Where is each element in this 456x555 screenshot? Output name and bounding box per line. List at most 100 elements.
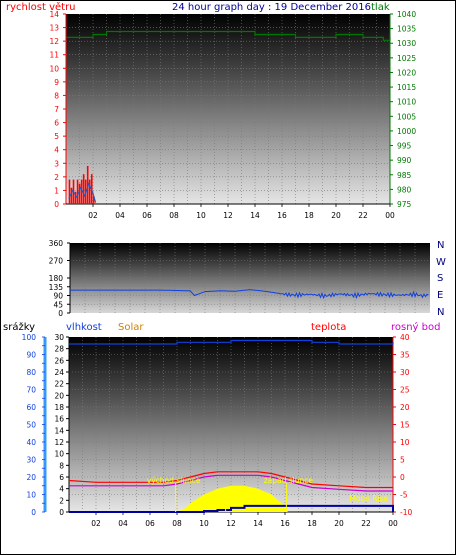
panel1-x-tick-label: 08 [169, 211, 179, 220]
compass-e: E [437, 290, 443, 301]
wind-speed-bar [88, 179, 91, 204]
panel1-left-tick-label: 12 [49, 37, 59, 46]
wind-speed-bar [76, 179, 79, 204]
panel2-left-tick-label: 0 [58, 309, 63, 318]
panel1-left-tick-label: 6 [54, 119, 59, 128]
panel1-left-tick-label: 1 [54, 186, 59, 195]
compass-s: S [437, 273, 443, 284]
panel3-left-tick-label: 40 [26, 438, 36, 447]
humidity-line [69, 339, 394, 345]
panel3-right-tick-label: 25 [400, 386, 410, 395]
sunrise-label: východ slunce [147, 476, 201, 485]
wind-direction-line [70, 289, 429, 300]
legend-solar: Solar [118, 322, 144, 333]
panel1-right-tick-label: 990 [397, 156, 412, 165]
panel2-grid [70, 243, 430, 313]
wind-speed-bar [86, 166, 89, 204]
wind-speed-bar [78, 183, 81, 204]
panel3-x-axis: 02 04 06 08 10 12 14 16 18 20 22 00 [69, 511, 398, 528]
wind-speed-bar [80, 179, 83, 204]
panel3-left-tick-label: 10 [26, 491, 36, 500]
panel1-right-tick-label: 1025 [397, 54, 416, 63]
wind-speed-bar [70, 187, 73, 204]
panel1-x-tick-label: 02 [88, 211, 98, 220]
panel3-grid [69, 337, 393, 512]
panel3-right-tick-label: 30 [400, 368, 410, 377]
legend-pressure: tlak [371, 2, 390, 13]
dewpoint-line [69, 474, 393, 492]
panel1-grid [66, 14, 390, 204]
panel3-x-tick-label: 06 [145, 519, 155, 528]
panel1-left-tick-label: 0 [54, 200, 59, 209]
panel1-right-tick-label: 1020 [397, 68, 416, 77]
panel3-left2-tick-label: 4 [59, 485, 64, 494]
panel1-right-tick-label: 1010 [397, 98, 416, 107]
panel1-right-tick-label: 980 [397, 185, 412, 194]
panel2-left-tick-label: 45 [53, 300, 63, 309]
panel2-left-tick-label: 135 [49, 283, 64, 292]
wind-speed-bar [68, 179, 71, 204]
panel1-left-tick-label: 13 [49, 24, 59, 33]
panel3-left-tick-label: 50 [26, 421, 36, 430]
chart-title: 24 hour graph day : 19 December 2016 [172, 2, 371, 13]
panel3-x-tick-label: 04 [118, 519, 128, 528]
panel2-left-tick-label: 270 [49, 257, 64, 266]
wind-speed-bar [92, 195, 95, 204]
panel3-right-tick-label: 40 [400, 333, 410, 342]
panel1-left-tick-label: 9 [54, 78, 59, 87]
pressure-line [66, 30, 391, 41]
wind-speed-bar [74, 191, 77, 204]
panel1-right-tick-label: 1040 [397, 10, 416, 19]
panel3-x-tick-label: 22 [361, 519, 371, 528]
panel1-left-tick-label: 2 [54, 173, 59, 182]
panel1-right-tick-label: 1015 [397, 83, 416, 92]
wind-average-line [68, 182, 97, 203]
panel2-left-tick-label: 180 [49, 274, 64, 283]
wind-speed-bar [82, 174, 85, 204]
panel3-x-tick-label: 02 [91, 519, 101, 528]
panel1-x-tick-label: 14 [250, 211, 260, 220]
panel1-left-tick-label: 5 [54, 132, 59, 141]
panel3-left2-tick-label: 16 [54, 415, 64, 424]
compass-n-top: N [437, 240, 444, 251]
panel1-right-tick-label: 1035 [397, 25, 416, 34]
legend-humidity: vlhkost [66, 322, 102, 333]
panel3-left2-tick-label: 14 [54, 426, 64, 435]
panel1-x-tick-label: 12 [223, 211, 233, 220]
panel1-x-tick-label: 06 [142, 211, 152, 220]
panel1-left-tick-label: 3 [54, 159, 59, 168]
panel3-right-tick-label: -10 [400, 508, 412, 517]
panel3-left2-tick-label: 10 [54, 450, 64, 459]
panel3-left2-tick-label: 28 [54, 345, 64, 354]
panel1-x-tick-label: 10 [196, 211, 206, 220]
moonset-label: Moon Set [215, 494, 250, 503]
panel3-right-tick-label: 35 [400, 351, 410, 360]
panel3-left2-tick-label: 20 [54, 391, 64, 400]
panel3-right-tick-label: 20 [400, 403, 410, 412]
compass-n-bottom: N [437, 307, 444, 318]
wind-speed-bar [84, 179, 87, 204]
panel3-x-tick-label: 18 [307, 519, 317, 528]
panel3-x-tick-label: 10 [199, 519, 209, 528]
panel3-left2-tick-label: 24 [54, 368, 64, 377]
panel3-right-tick-label: 5 [400, 456, 405, 465]
panel1-x-tick-label: 18 [304, 211, 314, 220]
panel3-right-tick-label: -5 [400, 491, 408, 500]
panel1-right-tick-label: 995 [397, 142, 412, 151]
panel1-x-tick-label: 20 [331, 211, 341, 220]
panel1-left-tick-label: 10 [49, 64, 59, 73]
legend-temperature: teplota [311, 322, 346, 333]
panel3-x-tick-label: 20 [334, 519, 344, 528]
panel2-left-tick-label: 90 [53, 292, 63, 301]
panel3-left-axis: 0 10 20 30 40 50 60 70 80 90 100 [22, 333, 47, 517]
panel3-x-tick-label: 08 [172, 519, 182, 528]
rain-line [69, 504, 394, 513]
panel3-left-tick-label: 30 [26, 456, 36, 465]
panel3-right-tick-label: 0 [400, 473, 405, 482]
moonrise-label: Moon Rise [349, 494, 388, 503]
panel3-left-tick-label: 60 [26, 403, 36, 412]
